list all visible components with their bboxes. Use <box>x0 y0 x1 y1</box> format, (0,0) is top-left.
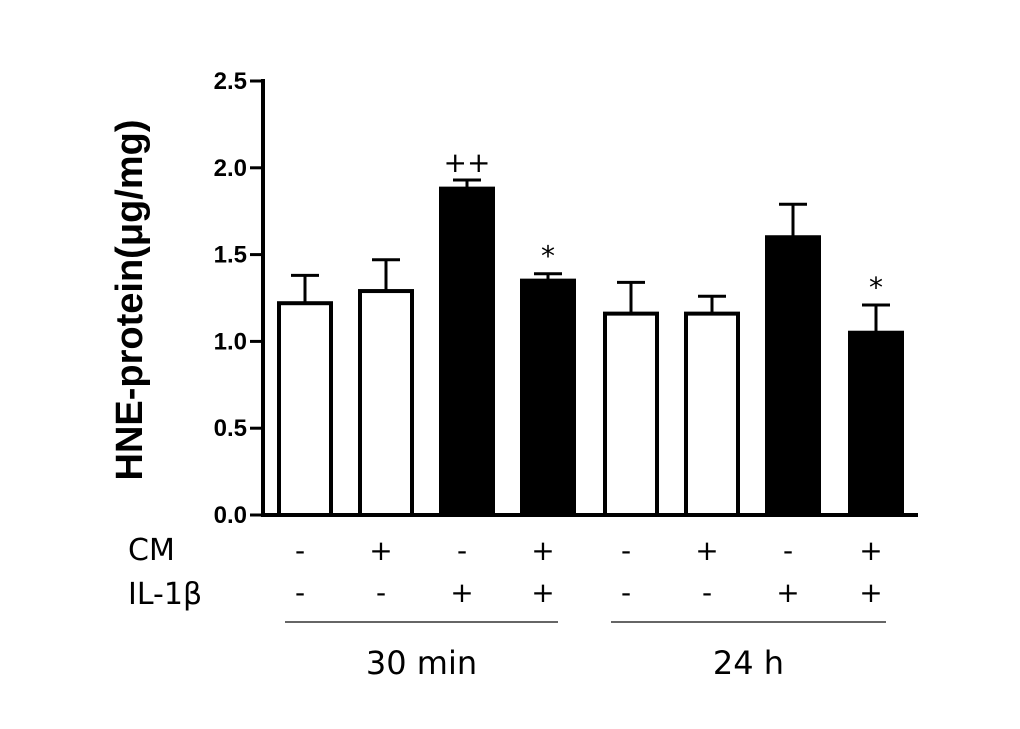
bar <box>684 311 740 517</box>
y-tick-label: 0.5 <box>214 415 247 442</box>
bar <box>439 186 495 518</box>
significance-annotation: * <box>541 240 555 273</box>
y-tick-label: 2.0 <box>214 155 247 182</box>
bar <box>277 301 333 518</box>
bar <box>520 278 576 518</box>
time-groups: 30 min 24 h <box>285 621 886 682</box>
group-label: 24 h <box>713 644 784 682</box>
il1b-sign: + <box>776 576 799 609</box>
group-label: 30 min <box>366 644 477 682</box>
y-axis-label: HNE-protein(μg/mg) <box>109 120 151 481</box>
y-axis: 0.0 0.5 1.0 1.5 2.0 2.5 <box>214 68 918 529</box>
il1b-sign: - <box>621 576 631 609</box>
il1b-sign: - <box>295 576 305 609</box>
cm-sign: - <box>783 534 793 567</box>
cm-sign: - <box>457 534 467 567</box>
condition-signs: - - + - - + + + - - + - - + + + <box>295 534 883 609</box>
il1b-sign: + <box>450 576 473 609</box>
il1b-sign: - <box>376 576 386 609</box>
significance-annotation: ++ <box>444 146 491 179</box>
il1b-sign: + <box>531 576 554 609</box>
bar <box>848 330 904 517</box>
y-tick-label: 1.5 <box>214 242 247 269</box>
significance-annotation: * <box>869 271 883 304</box>
cm-sign: + <box>531 534 554 567</box>
y-tick-label: 2.5 <box>214 68 247 95</box>
bar <box>358 289 414 517</box>
bars: ++ * * <box>277 146 904 518</box>
il1b-row-label: IL-1β <box>128 577 202 612</box>
bar <box>765 235 821 518</box>
bar <box>603 311 659 517</box>
cm-row-label: CM <box>128 533 175 568</box>
cm-sign: - <box>621 534 631 567</box>
y-tick-label: 1.0 <box>214 328 247 355</box>
cm-sign: + <box>859 534 882 567</box>
il1b-sign: + <box>859 576 882 609</box>
cm-sign: - <box>295 534 305 567</box>
y-tick-label: 0.0 <box>214 502 247 529</box>
il1b-sign: - <box>702 576 712 609</box>
cm-sign: + <box>695 534 718 567</box>
cm-sign: + <box>369 534 392 567</box>
